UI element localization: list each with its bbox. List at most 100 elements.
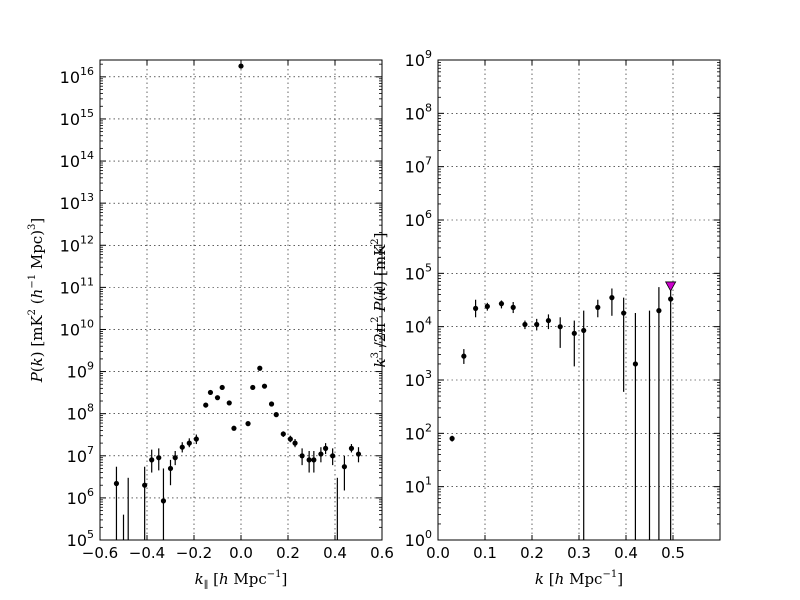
data-point	[273, 412, 279, 418]
y-tick-label: 1013	[60, 191, 94, 213]
data-point	[621, 310, 627, 316]
data-point	[510, 304, 516, 310]
data-point	[149, 457, 155, 463]
y-tick-label: 1010	[60, 317, 94, 339]
y-tick-label: 1016	[60, 65, 94, 87]
data-point	[292, 440, 298, 446]
right-data-points	[449, 281, 677, 442]
y-tick-label: 1012	[60, 233, 94, 255]
right-y-ticks: 100 101 102 103 104 105 106 107 108 109	[405, 48, 720, 550]
data-point	[656, 308, 662, 314]
left-x-ticks: −0.6 −0.4 −0.2 0.0 0.2 0.4 0.6	[82, 60, 394, 562]
data-point	[179, 444, 185, 450]
data-point	[545, 317, 552, 324]
left-y-ticks: 105 106 107 108 109 1010 1011 1012 1013 1014 1015 1…	[60, 63, 382, 550]
data-point	[449, 435, 455, 442]
y-tick-label: 100	[405, 528, 432, 550]
data-point	[167, 465, 174, 472]
data-point	[186, 440, 192, 446]
y-tick-label: 107	[67, 444, 94, 466]
x-tick-label: 0.2	[276, 544, 300, 562]
y-tick-label: 108	[405, 101, 432, 123]
data-point	[142, 482, 148, 488]
y-tick-label: 109	[405, 48, 432, 70]
data-point	[250, 384, 256, 391]
x-tick-label: −0.4	[129, 544, 165, 562]
x-tick-label: 0.1	[473, 544, 497, 562]
y-tick-label: 107	[405, 155, 432, 177]
data-point	[534, 321, 540, 328]
upper-limit-marker	[664, 281, 677, 292]
data-point	[207, 389, 214, 396]
data-point	[323, 445, 329, 451]
y-tick-label: 105	[405, 261, 432, 283]
x-tick-label: 0.5	[661, 544, 685, 562]
data-point	[193, 436, 199, 442]
x-tick-label: 0.3	[567, 544, 591, 562]
data-point	[214, 395, 221, 401]
y-tick-label: 101	[405, 475, 432, 497]
data-point	[156, 455, 162, 461]
data-point	[557, 324, 563, 330]
data-point	[219, 384, 225, 391]
left-x-axis-label: k∥ [h Mpc−1]	[195, 569, 288, 591]
y-tick-label: 109	[67, 360, 94, 382]
x-tick-label: 0.0	[229, 544, 253, 562]
x-tick-label: 0.2	[520, 544, 544, 562]
data-point	[287, 436, 293, 442]
left-plot: −0.6 −0.4 −0.2 0.0 0.2 0.4 0.6 105 106 107 108 109…	[27, 59, 394, 591]
x-tick-label: −0.2	[176, 544, 212, 562]
data-point	[318, 451, 324, 457]
data-point	[473, 305, 479, 312]
y-tick-label: 102	[405, 421, 432, 443]
x-tick-label: 0.4	[614, 544, 638, 562]
data-point	[245, 421, 251, 427]
data-point	[226, 400, 232, 406]
right-plot: 0.0 0.1 0.2 0.3 0.4 0.5 100 101 102 103 104 105 106…	[370, 48, 721, 588]
data-point	[609, 295, 615, 301]
y-tick-label: 106	[405, 208, 432, 230]
data-point	[632, 361, 639, 367]
left-grid	[100, 60, 382, 540]
y-tick-label: 1015	[60, 107, 94, 129]
data-point	[595, 304, 601, 310]
x-tick-label: 0.6	[370, 544, 394, 562]
left-data-points	[113, 63, 362, 504]
data-point	[280, 431, 286, 437]
y-tick-label: 103	[405, 368, 432, 390]
data-point	[268, 401, 275, 407]
data-point	[498, 301, 505, 307]
data-point	[203, 402, 209, 408]
x-tick-label: −0.6	[82, 544, 118, 562]
data-point	[261, 383, 268, 389]
data-point	[299, 453, 305, 459]
data-point	[311, 457, 317, 463]
y-tick-label: 108	[67, 402, 94, 424]
data-point	[461, 353, 467, 359]
data-point	[581, 327, 587, 334]
right-x-axis-label: k [h Mpc−1]	[535, 569, 623, 588]
right-y-axis-label: k3 /2π2 P(k) [mK2]	[370, 232, 389, 367]
data-point	[231, 425, 237, 431]
data-point	[330, 453, 336, 459]
data-point	[238, 63, 244, 69]
data-point	[172, 455, 178, 461]
data-point	[113, 480, 120, 487]
y-tick-label: 1011	[60, 275, 94, 297]
data-point	[668, 296, 674, 302]
data-point	[484, 303, 490, 309]
y-tick-label: 104	[405, 315, 432, 337]
data-point	[348, 445, 355, 451]
right-x-ticks: 0.0 0.1 0.2 0.3 0.4 0.5	[426, 60, 685, 562]
y-tick-label: 105	[67, 528, 94, 550]
data-point	[571, 330, 577, 336]
x-tick-label: 0.0	[426, 544, 450, 562]
y-tick-label: 1014	[60, 149, 94, 171]
x-tick-label: 0.4	[323, 544, 347, 562]
data-point	[355, 451, 362, 457]
data-point	[160, 498, 167, 504]
data-point	[257, 365, 263, 371]
data-point	[341, 464, 347, 470]
left-y-axis-label: P(k) [mK2 (h−1 Mpc)3]	[27, 218, 46, 384]
